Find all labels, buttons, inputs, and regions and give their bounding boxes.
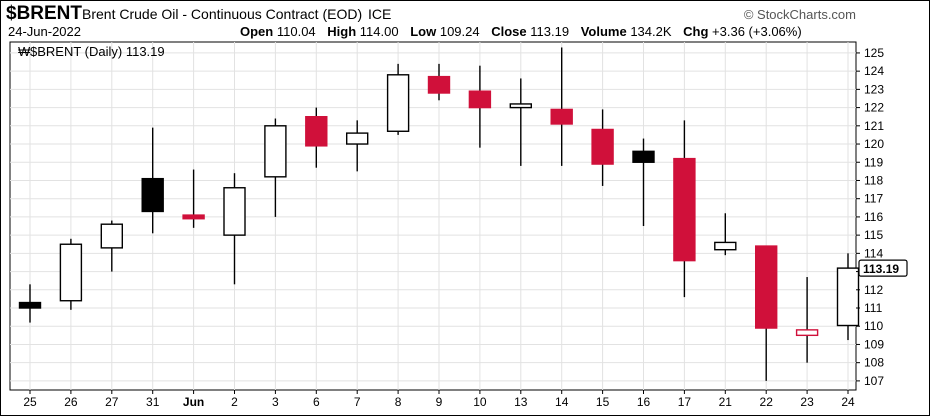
candle-body	[550, 108, 573, 125]
high-value: 114.00	[359, 24, 399, 39]
volume-label: Volume	[580, 24, 627, 39]
y-tick-label: 120	[864, 137, 884, 151]
candle-body	[673, 157, 696, 262]
x-tick-label: 26	[64, 395, 78, 409]
x-tick-label: 8	[395, 395, 402, 409]
y-tick-label: 111	[864, 301, 883, 315]
x-tick-label: 24	[841, 395, 855, 409]
candle-body	[509, 103, 532, 109]
x-tick-label: 16	[637, 395, 651, 409]
plot-area	[9, 41, 857, 391]
candle-body	[427, 75, 451, 94]
candle-body	[141, 177, 164, 213]
x-tick-label: 21	[719, 395, 733, 409]
candle-body	[100, 223, 124, 249]
chg-label: Chg	[683, 24, 709, 39]
x-tick-label: 6	[313, 395, 320, 409]
high-label: High	[327, 24, 357, 39]
x-tick-label: 23	[800, 395, 814, 409]
x-tick-label: 3	[272, 395, 279, 409]
x-tick-label: 10	[473, 395, 487, 409]
y-tick-label: 107	[864, 374, 884, 388]
y-tick-label: 108	[864, 356, 884, 370]
legend-text: $BRENT (Daily) 113.19	[30, 44, 165, 59]
candle-body	[836, 267, 860, 327]
x-tick-label: Jun	[183, 395, 204, 409]
x-tick-label: 14	[555, 395, 569, 409]
last-price-box	[858, 259, 908, 277]
candle-body	[591, 128, 614, 165]
candle-body	[182, 214, 205, 220]
y-tick-label: 116	[864, 210, 883, 224]
y-tick-label: 123	[864, 82, 884, 96]
x-tick-label: 22	[760, 395, 774, 409]
last-price-marker: 113.19	[858, 259, 908, 277]
candle-body	[795, 329, 819, 337]
candle-body	[346, 132, 369, 145]
candle-body	[18, 301, 42, 309]
instrument-description: Brent Crude Oil - Continuous Contract (E…	[82, 6, 363, 22]
y-tick-label: 109	[864, 337, 884, 351]
legend-icon: ₩	[18, 44, 31, 59]
chart-legend: ₩ $BRENT (Daily) 113.19	[18, 44, 165, 59]
brand-watermark: © StockCharts.com	[743, 7, 856, 22]
open-value: 110.04	[276, 24, 316, 39]
low-value: 109.24	[439, 24, 480, 39]
x-tick-label: 13	[514, 395, 528, 409]
y-tick-label: 114	[864, 246, 883, 260]
open-label: Open	[240, 24, 274, 39]
x-axis: 25 26 27 31 Jun 2 3 6 7 8 9 10 13 14 15 16 17 21 22 23 24	[23, 390, 855, 409]
x-tick-label: 2	[231, 395, 238, 409]
last-price-label: 113.19	[863, 262, 899, 276]
x-tick-label: 31	[146, 395, 160, 409]
candle-body	[468, 90, 492, 109]
candle-body	[714, 241, 737, 251]
candle-body	[632, 150, 655, 163]
y-tick-label: 117	[864, 192, 883, 206]
candle-body	[223, 187, 246, 236]
chg-value: +3.36 (+3.06%)	[712, 24, 802, 39]
x-tick-label: 17	[678, 395, 692, 409]
candle-body	[59, 243, 83, 302]
ohlc-summary: Open 110.04 High 114.00 Low 109.24 Close…	[240, 24, 802, 39]
candle-body	[264, 125, 287, 178]
low-label: Low	[410, 24, 437, 39]
y-tick-label: 124	[864, 64, 884, 78]
candle-body	[305, 116, 328, 147]
symbol-title: $BRENT	[6, 3, 83, 24]
exchange-label: ICE	[368, 6, 392, 22]
y-tick-label: 115	[864, 228, 883, 242]
candles	[18, 47, 860, 381]
y-tick-label: 119	[864, 155, 883, 169]
y-tick-label: 118	[864, 173, 883, 187]
candle-body	[386, 74, 410, 132]
y-tick-label: 112	[864, 283, 883, 297]
x-tick-label: 15	[596, 395, 610, 409]
y-axis: 1071081091101111121131141151161171181191…	[856, 46, 884, 388]
volume-value: 134.2K	[630, 24, 672, 39]
y-tick-label: 125	[864, 46, 884, 60]
x-tick-label: 9	[436, 395, 443, 409]
close-value: 113.19	[530, 24, 570, 39]
chart-date: 24-Jun-2022	[8, 24, 81, 39]
x-tick-label: 27	[105, 395, 119, 409]
candle-body	[755, 245, 778, 329]
y-tick-label: 121	[864, 119, 884, 133]
y-tick-label: 122	[864, 101, 884, 115]
y-tick-label: 110	[864, 319, 883, 333]
close-label: Close	[491, 24, 527, 39]
x-tick-label: 7	[354, 395, 361, 409]
x-tick-label: 25	[23, 395, 37, 409]
